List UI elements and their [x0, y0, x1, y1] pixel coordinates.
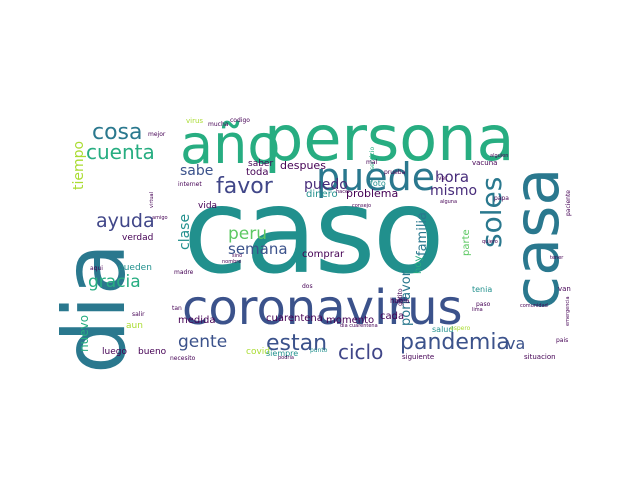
- word-habia: habia: [390, 297, 410, 305]
- word-familia: familia: [415, 211, 430, 256]
- word-momento: momento: [326, 315, 375, 326]
- word-codigo: codigo: [230, 117, 250, 124]
- word-ver: ver: [438, 175, 448, 182]
- word-comprar: comprar: [302, 249, 345, 260]
- word-clase: clase: [177, 213, 193, 250]
- word-sino: sino: [232, 253, 243, 259]
- word-medida: medida: [178, 315, 216, 326]
- word-verdad: verdad: [122, 233, 154, 243]
- word-pais: pais: [556, 337, 569, 344]
- word-mal: mal: [366, 159, 378, 166]
- word-mucha: mucha: [208, 121, 229, 128]
- word-situacion: situacion: [524, 353, 556, 361]
- word-parte: parte: [461, 229, 472, 256]
- word-dia-cuarentena: dia cuarentena: [340, 323, 378, 329]
- word-sabe: sabe: [180, 163, 214, 179]
- word-vida: vida: [198, 201, 218, 211]
- word-pueden: pueden: [118, 263, 152, 273]
- word-salud: salud: [432, 325, 454, 334]
- word-hora: hora: [435, 168, 470, 186]
- word-nombre: nombre: [222, 259, 242, 265]
- word-problema: problema: [346, 187, 399, 200]
- word-saber: saber: [248, 159, 274, 169]
- word-papa: papa: [494, 195, 509, 202]
- word-tenia: tenia: [472, 285, 493, 294]
- word-gracia: gracia: [88, 272, 141, 292]
- word-emergencia: emergencia: [565, 296, 571, 326]
- word-quiero: quiero: [482, 239, 498, 245]
- word-peru: peru: [228, 224, 268, 244]
- word-van: van: [558, 285, 571, 293]
- word-consejo: consejo: [352, 203, 372, 209]
- word-mejor: mejor: [148, 131, 166, 138]
- word-tener: tener: [550, 255, 564, 261]
- word-vacuna: vacuna: [472, 159, 498, 167]
- word-año: año: [180, 113, 281, 176]
- word-coronavirus: coronavirus: [182, 280, 463, 336]
- word-ciclo: ciclo: [338, 340, 384, 364]
- word-caso: caso: [183, 162, 445, 300]
- word-favor: favor: [216, 174, 273, 199]
- word-aqui: aqui: [90, 265, 103, 272]
- word-siempre: siempre: [266, 349, 299, 358]
- word-internet: internet: [178, 181, 202, 188]
- word-ayuda: ayuda: [96, 210, 155, 232]
- word-dos: dos: [302, 283, 313, 290]
- word-hacer: hacer: [336, 189, 351, 195]
- word-espero: espero: [450, 325, 471, 332]
- word-alguna: alguna: [440, 199, 458, 205]
- word-prueba: prueba: [384, 169, 406, 176]
- word-nuevo: nuevo: [77, 314, 91, 352]
- word-podria: podria: [278, 355, 294, 361]
- word-luego: luego: [102, 347, 127, 357]
- word-salir: salir: [132, 311, 145, 318]
- word-cuarentena: cuarentena: [266, 313, 323, 324]
- word-aun: aun: [126, 321, 143, 331]
- word-estan: estan: [266, 331, 328, 356]
- word-puedo: puedo: [304, 177, 348, 193]
- word-soles: soles: [475, 176, 508, 248]
- word-persona: persona: [264, 102, 515, 175]
- word-alguien: alguien: [490, 153, 509, 159]
- word-tiempo: tiempo: [71, 140, 87, 190]
- word-punto: punto: [310, 347, 328, 354]
- word-covid: covid: [246, 347, 270, 357]
- word-semana: semana: [228, 240, 288, 258]
- word-cada: cada: [380, 311, 405, 322]
- word-paso: paso: [476, 301, 491, 308]
- word-puede: puede: [316, 155, 436, 199]
- word-pandemia: pandemia: [400, 330, 510, 355]
- word-bueno: bueno: [138, 347, 167, 357]
- word-va: va: [506, 334, 526, 353]
- word-virtual: virtual: [149, 192, 155, 208]
- word-cosa: cosa: [92, 120, 143, 145]
- word-madre: madre: [174, 269, 194, 276]
- word-cloud: caso dia persona año casa coronavirus pu…: [45, 108, 578, 375]
- word-necesito: necesito: [170, 355, 196, 362]
- word-paciente: paciente: [565, 190, 572, 216]
- word-despues: despues: [280, 159, 326, 172]
- word-dinero: dinero: [306, 189, 338, 200]
- word-tan: tan: [172, 305, 182, 312]
- word-gente: gente: [178, 332, 228, 352]
- word-lima: lima: [472, 307, 483, 313]
- word-amigo: amigo: [152, 215, 168, 221]
- word-toda: toda: [246, 167, 269, 178]
- word-cuenta: cuenta: [86, 140, 155, 164]
- word-gatito: gatito: [397, 288, 404, 306]
- word-mismo: mismo: [430, 183, 478, 199]
- word-virus: virus: [186, 117, 204, 125]
- word-hoy: hoy: [413, 255, 424, 274]
- word-comunidad: comunidad: [520, 303, 548, 309]
- word-siguiente: siguiente: [402, 353, 435, 361]
- word-foto: foto: [370, 179, 386, 188]
